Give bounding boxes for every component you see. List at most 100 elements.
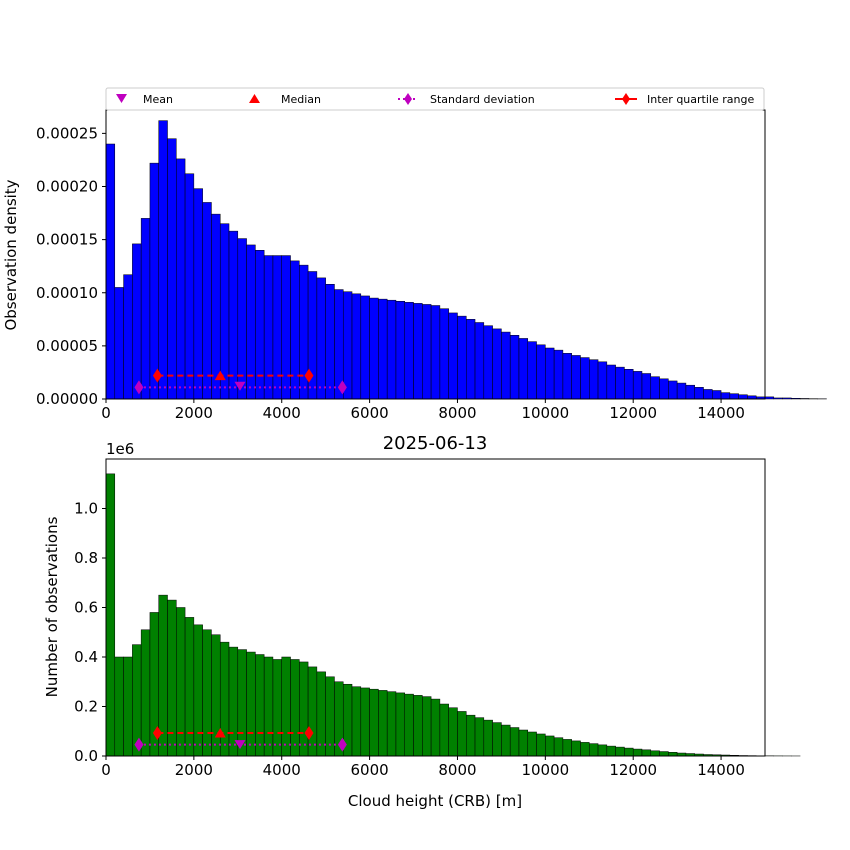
top-bar xyxy=(712,390,722,400)
top-x-tick-label: 0 xyxy=(101,404,111,422)
top-stat-markers xyxy=(134,368,347,395)
legend-median-label: Median xyxy=(281,93,321,106)
top-x-tick-label: 14000 xyxy=(697,404,745,422)
legend-entry-std: Standard deviation xyxy=(398,93,535,106)
bottom-bar xyxy=(659,751,669,757)
bottom-x-tick-label: 10000 xyxy=(521,761,569,779)
bottom-x-tick-label: 2000 xyxy=(175,761,213,779)
top-bars xyxy=(105,120,827,400)
top-bar xyxy=(457,315,467,400)
bottom-median-marker xyxy=(214,727,226,738)
bottom-bar xyxy=(536,733,546,757)
bottom-std-low-marker xyxy=(134,737,144,752)
top-x-tick-label: 8000 xyxy=(438,404,476,422)
top-bar xyxy=(228,230,239,400)
legend-frame xyxy=(105,87,765,111)
top-y-tick-label: 0.00015 xyxy=(36,231,98,249)
top-bar xyxy=(703,389,713,400)
top-bar xyxy=(501,331,511,400)
bottom-bar xyxy=(501,724,511,757)
bottom-x-tick-label: 14000 xyxy=(697,761,745,779)
top-bar xyxy=(624,369,634,400)
bottom-y-tick-label: 1.0 xyxy=(74,500,98,518)
top-bar xyxy=(140,218,151,400)
bottom-bar xyxy=(378,690,388,757)
top-bar xyxy=(448,312,458,400)
bottom-bar xyxy=(114,656,124,757)
top-bar xyxy=(527,341,537,400)
bottom-bar xyxy=(184,617,195,757)
top-bar xyxy=(386,299,397,400)
top-bar xyxy=(545,347,555,400)
bottom-bar xyxy=(105,473,116,757)
bottom-bar xyxy=(386,691,397,757)
bottom-bar xyxy=(632,748,643,757)
bottom-bar xyxy=(580,742,590,757)
top-y-axis-label: Observation density xyxy=(2,179,20,330)
bottom-bar xyxy=(597,744,608,757)
top-bar xyxy=(483,325,493,400)
top-bar xyxy=(492,328,502,400)
top-bar xyxy=(562,353,572,400)
bottom-bar xyxy=(439,703,449,757)
bottom-x-tick-label: 4000 xyxy=(263,761,301,779)
bottom-std-high-marker xyxy=(337,737,347,752)
top-iqr-low-marker xyxy=(152,368,162,383)
bottom-bar xyxy=(668,752,678,757)
bottom-x-tick-label: 0 xyxy=(101,761,111,779)
bottom-bar xyxy=(413,695,423,757)
legend-entry-mean: Mean xyxy=(116,93,173,106)
top-bar xyxy=(536,344,546,400)
top-bar xyxy=(553,349,564,400)
top-bar xyxy=(193,188,203,400)
top-x-tick-label: 10000 xyxy=(521,404,569,422)
bottom-bar xyxy=(351,686,362,757)
legend: Mean Median Standard deviation Inter qua… xyxy=(105,87,765,111)
bottom-bar xyxy=(641,749,652,757)
legend-iqr-label: Inter quartile range xyxy=(647,93,754,106)
top-bar xyxy=(615,366,625,400)
top-bar xyxy=(123,274,133,400)
bottom-bar xyxy=(228,646,239,757)
bottom-x-ticks: 0 2000 4000 6000 8000 10000 12000 14000 xyxy=(101,756,745,779)
top-bar xyxy=(668,380,678,400)
bottom-bar xyxy=(615,746,625,757)
bottom-y-axis-label: Number of observations xyxy=(43,516,61,697)
top-x-tick-label: 12000 xyxy=(609,404,657,422)
bottom-y-tick-label: 0.4 xyxy=(74,648,98,666)
top-bar xyxy=(395,301,405,400)
mean-marker-icon xyxy=(116,94,127,103)
bottom-bar xyxy=(193,624,203,757)
top-chart: 0 2000 4000 6000 8000 10000 12000 14000 0.00000… xyxy=(2,87,827,422)
top-bar xyxy=(290,260,300,400)
top-bar xyxy=(263,255,274,400)
bottom-bar xyxy=(272,659,282,757)
top-std-high-marker xyxy=(337,380,347,395)
top-bar xyxy=(641,373,652,400)
top-bar xyxy=(466,319,476,400)
top-bar xyxy=(184,173,195,400)
legend-entry-iqr: Inter quartile range xyxy=(615,93,754,106)
bottom-x-tick-label: 6000 xyxy=(351,761,389,779)
top-bar xyxy=(650,376,660,400)
top-x-tick-label: 4000 xyxy=(263,404,301,422)
bottom-chart: 2025-06-13 1e6 0 2000 4000 6000 8000 10000 120… xyxy=(43,433,801,810)
top-bar xyxy=(316,277,326,400)
bottom-bar xyxy=(430,698,441,757)
bottom-bar xyxy=(140,629,151,757)
top-bar xyxy=(404,302,414,400)
top-bar xyxy=(255,250,265,400)
bottom-bar xyxy=(483,719,493,757)
bottom-bar xyxy=(545,735,555,757)
top-bar xyxy=(158,120,168,400)
top-bar xyxy=(782,397,792,400)
top-y-tick-label: 0.00025 xyxy=(36,124,98,142)
top-bar xyxy=(360,295,370,400)
top-bar xyxy=(720,392,731,400)
legend-std-label: Standard deviation xyxy=(430,93,535,106)
top-bar xyxy=(378,298,388,400)
top-y-tick-label: 0.00000 xyxy=(36,390,98,408)
top-bar xyxy=(518,338,529,400)
top-bar xyxy=(176,158,186,400)
top-median-marker xyxy=(214,370,226,381)
